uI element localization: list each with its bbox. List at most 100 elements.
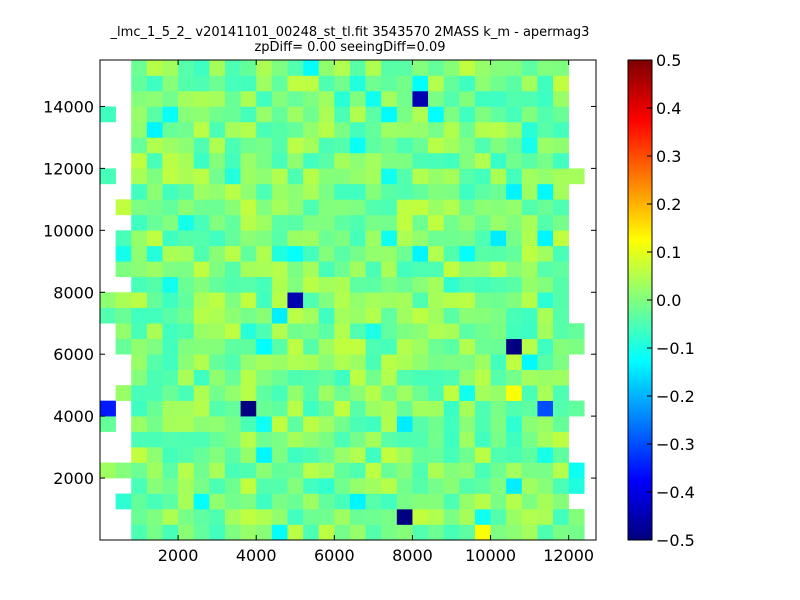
heatmap-cell [146, 245, 163, 262]
heatmap-cell [365, 245, 382, 262]
heatmap-cell [224, 245, 241, 262]
heatmap-cell [256, 509, 273, 525]
heatmap-cell [240, 292, 257, 309]
heatmap-cell [459, 276, 476, 293]
heatmap-cell [553, 230, 569, 247]
heatmap-cell [506, 60, 523, 76]
heatmap-cell [240, 60, 257, 76]
heatmap-cell [318, 493, 335, 510]
heatmap-cell [443, 416, 460, 432]
heatmap-cell [349, 90, 366, 107]
heatmap-cell [553, 385, 569, 401]
heatmap-cell [209, 276, 226, 293]
heatmap-cell [553, 478, 569, 494]
heatmap-cell [271, 416, 288, 432]
heatmap-cell [240, 462, 257, 479]
heatmap-cell [506, 152, 523, 169]
heatmap-cell [506, 524, 523, 540]
heatmap-cell [474, 90, 491, 107]
heatmap-cell [474, 199, 491, 216]
heatmap-cell [521, 261, 538, 278]
heatmap-cell [240, 137, 257, 154]
heatmap-cell [428, 75, 444, 92]
heatmap-cell [178, 431, 195, 448]
heatmap-cell [146, 60, 163, 76]
heatmap-cell [146, 183, 163, 200]
heatmap-cell [131, 524, 148, 540]
heatmap-cell [428, 338, 444, 355]
heatmap-cell [303, 261, 320, 278]
heatmap-cell [318, 369, 335, 386]
heatmap-cell [396, 385, 413, 401]
heatmap-cell [193, 60, 210, 76]
heatmap-cell [256, 416, 273, 432]
heatmap-cell [224, 183, 241, 200]
heatmap-cell [303, 462, 320, 479]
heatmap-cell [224, 292, 241, 309]
heatmap-cell [178, 121, 195, 138]
heatmap-cell [412, 369, 429, 386]
y-tick-label: 2000 [53, 469, 94, 488]
heatmap-cell [412, 230, 429, 247]
heatmap-cell [178, 106, 195, 123]
heatmap-cell [490, 323, 507, 340]
heatmap-cell [162, 338, 179, 355]
heatmap-cell [568, 168, 585, 185]
heatmap-cell [146, 307, 163, 324]
heatmap-cell [193, 462, 210, 479]
heatmap-cell [428, 214, 444, 231]
heatmap-cell [537, 493, 554, 510]
heatmap-cell [303, 369, 320, 386]
heatmap-cell [443, 230, 460, 247]
heatmap-cell [146, 214, 163, 231]
heatmap-cell [318, 323, 335, 340]
heatmap-cell [256, 493, 273, 510]
heatmap-cell [521, 152, 538, 169]
heatmap-cell [193, 307, 210, 324]
heatmap-cell [256, 478, 273, 494]
heatmap-cell [193, 121, 210, 138]
heatmap-cell [131, 60, 148, 76]
heatmap-cell [271, 307, 288, 324]
heatmap-cell [146, 400, 163, 417]
heatmap-cell [334, 338, 351, 355]
heatmap-cell [224, 106, 241, 123]
heatmap-cell [490, 400, 507, 417]
heatmap-cell [271, 261, 288, 278]
heatmap-cell [412, 60, 429, 76]
heatmap-cell [209, 137, 226, 154]
heatmap-cell [412, 493, 429, 510]
heatmap-cell [521, 121, 538, 138]
heatmap-cell [303, 323, 320, 340]
heatmap-cell [162, 307, 179, 324]
heatmap-cell [553, 245, 569, 262]
heatmap-cell [131, 354, 148, 370]
heatmap-cell [521, 75, 538, 92]
heatmap-cell [490, 354, 507, 370]
heatmap-cell [318, 478, 335, 494]
heatmap-cell [115, 245, 132, 262]
heatmap-cell [490, 447, 507, 463]
heatmap-cell [271, 493, 288, 510]
heatmap-cell [349, 292, 366, 309]
heatmap-cell [365, 524, 382, 540]
heatmap-cell [349, 245, 366, 262]
heatmap-cell [162, 354, 179, 370]
heatmap-cell [506, 493, 523, 510]
x-tick-label: 10000 [465, 546, 516, 565]
heatmap-cell [443, 214, 460, 231]
colorbar-tick-label: 0.3 [656, 147, 681, 166]
heatmap-cell [474, 493, 491, 510]
heatmap-cell [287, 60, 304, 76]
heatmap-cell [209, 431, 226, 448]
heatmap-cell [256, 447, 273, 463]
heatmap-cell [178, 183, 195, 200]
heatmap-cell [318, 261, 335, 278]
heatmap-cell [459, 90, 476, 107]
heatmap-cell [474, 369, 491, 386]
heatmap-cell [412, 400, 429, 417]
heatmap-cell [553, 307, 569, 324]
heatmap-cell [209, 214, 226, 231]
heatmap-cell [365, 354, 382, 370]
heatmap-cell [428, 447, 444, 463]
